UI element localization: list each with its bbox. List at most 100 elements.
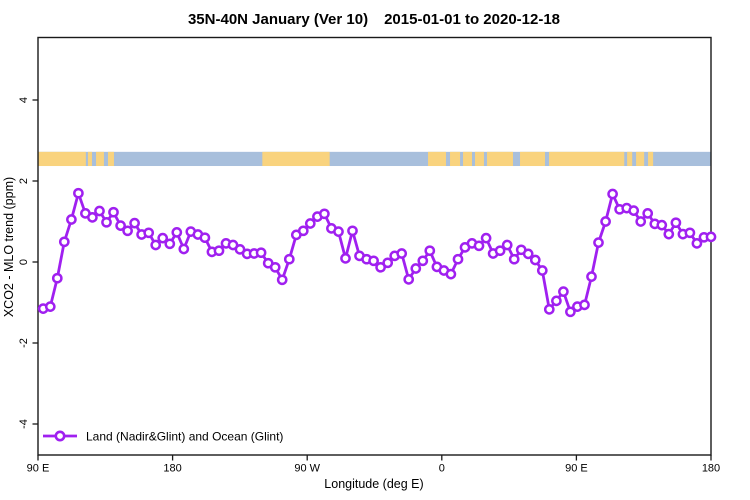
series-line — [41, 191, 713, 314]
data-point — [297, 225, 309, 237]
data-point — [551, 295, 562, 307]
data-point — [213, 245, 225, 257]
x-tick-label: 90 E — [565, 463, 588, 475]
data-point — [73, 187, 84, 199]
data-point — [319, 208, 330, 220]
data-point — [494, 245, 506, 257]
data-point — [417, 255, 429, 267]
data-point — [410, 263, 422, 274]
data-point — [565, 306, 576, 318]
data-point — [684, 227, 696, 239]
land-segment — [627, 151, 633, 167]
x-tick-label: 180 — [163, 463, 181, 475]
data-point — [593, 237, 604, 248]
land-segment — [549, 151, 625, 167]
data-point — [66, 214, 77, 225]
y-tick-label: -2 — [18, 338, 30, 348]
data-point — [150, 239, 162, 251]
y-tick-label: 0 — [18, 259, 30, 265]
data-point — [586, 271, 597, 282]
data-point — [543, 304, 555, 315]
data-point — [375, 261, 386, 273]
data-point — [283, 253, 295, 265]
data-point — [58, 236, 70, 248]
data-point — [508, 253, 520, 265]
data-point — [656, 219, 668, 231]
axes: 90 E 180 90 W 0 90 E 180 -4 -2 0 2 4 — [18, 36, 720, 475]
land-segment — [475, 151, 484, 167]
x-tick-label: 90 W — [294, 463, 320, 475]
land-segment — [107, 151, 114, 167]
land-ocean-strip — [38, 151, 711, 167]
data-series — [37, 187, 717, 318]
data-point — [670, 217, 682, 229]
data-point — [558, 286, 569, 297]
x-tick-label: 90 E — [27, 463, 50, 475]
data-point — [304, 218, 316, 229]
data-point — [171, 227, 183, 238]
data-point — [269, 261, 281, 273]
chart-title-daterange: 2015-01-01 to 2020-12-18 — [384, 11, 560, 28]
data-point — [445, 268, 457, 280]
y-tick-label: 2 — [18, 178, 30, 184]
y-tick-label: -4 — [18, 419, 30, 429]
x-tick-label: 180 — [702, 463, 720, 475]
data-point — [340, 253, 351, 264]
data-point — [276, 274, 288, 286]
x-axis-title: Longitude (deg E) — [324, 477, 423, 491]
data-point — [607, 188, 618, 200]
land-segment — [486, 151, 513, 167]
data-point — [600, 216, 611, 227]
data-point — [234, 244, 246, 255]
data-point — [396, 248, 408, 259]
data-point — [164, 238, 176, 250]
data-point — [705, 231, 717, 243]
data-point — [143, 227, 155, 239]
y-tick-label: 4 — [18, 97, 30, 103]
data-point — [255, 247, 267, 259]
data-point — [199, 232, 211, 244]
data-point — [94, 205, 105, 217]
data-point — [333, 226, 344, 237]
data-point — [101, 216, 112, 228]
land-segment — [87, 151, 92, 167]
land-segment — [450, 151, 461, 167]
chart-title-region: 35N-40N January (Ver 10) — [188, 11, 368, 28]
data-point — [691, 238, 703, 249]
x-tick-label: 0 — [439, 463, 445, 475]
land-segment — [96, 151, 104, 167]
data-point — [178, 243, 190, 255]
data-point — [501, 239, 513, 251]
land-segment — [636, 151, 645, 167]
data-point — [529, 254, 541, 266]
data-point — [663, 228, 675, 240]
data-point — [424, 245, 436, 257]
data-point — [480, 232, 492, 244]
data-point — [122, 225, 133, 237]
land-segment — [428, 151, 446, 167]
data-point — [115, 220, 126, 231]
legend-label: Land (Nadir&Glint) and Ocean (Glint) — [86, 430, 283, 444]
data-point — [382, 257, 394, 269]
data-point — [642, 208, 654, 219]
data-point — [347, 225, 358, 237]
land-segment — [463, 151, 473, 167]
data-point — [536, 265, 548, 276]
data-point — [44, 301, 56, 312]
plot-box — [37, 36, 712, 456]
data-point — [628, 205, 640, 216]
data-point — [403, 274, 415, 285]
legend: Land (Nadir&Glint) and Ocean (Glint) — [43, 430, 283, 444]
y-axis-title: XCO2 - MLO trend (ppm) — [2, 177, 16, 317]
data-point — [157, 232, 169, 244]
data-point — [579, 299, 590, 311]
land-segment — [520, 151, 545, 167]
data-point — [51, 272, 63, 284]
chart-title: 35N-40N January (Ver 10) 2015-01-01 to 20… — [188, 11, 560, 28]
legend-marker-circle — [54, 430, 66, 442]
land-segment — [262, 151, 330, 167]
data-point — [635, 216, 647, 227]
data-point — [452, 253, 464, 265]
